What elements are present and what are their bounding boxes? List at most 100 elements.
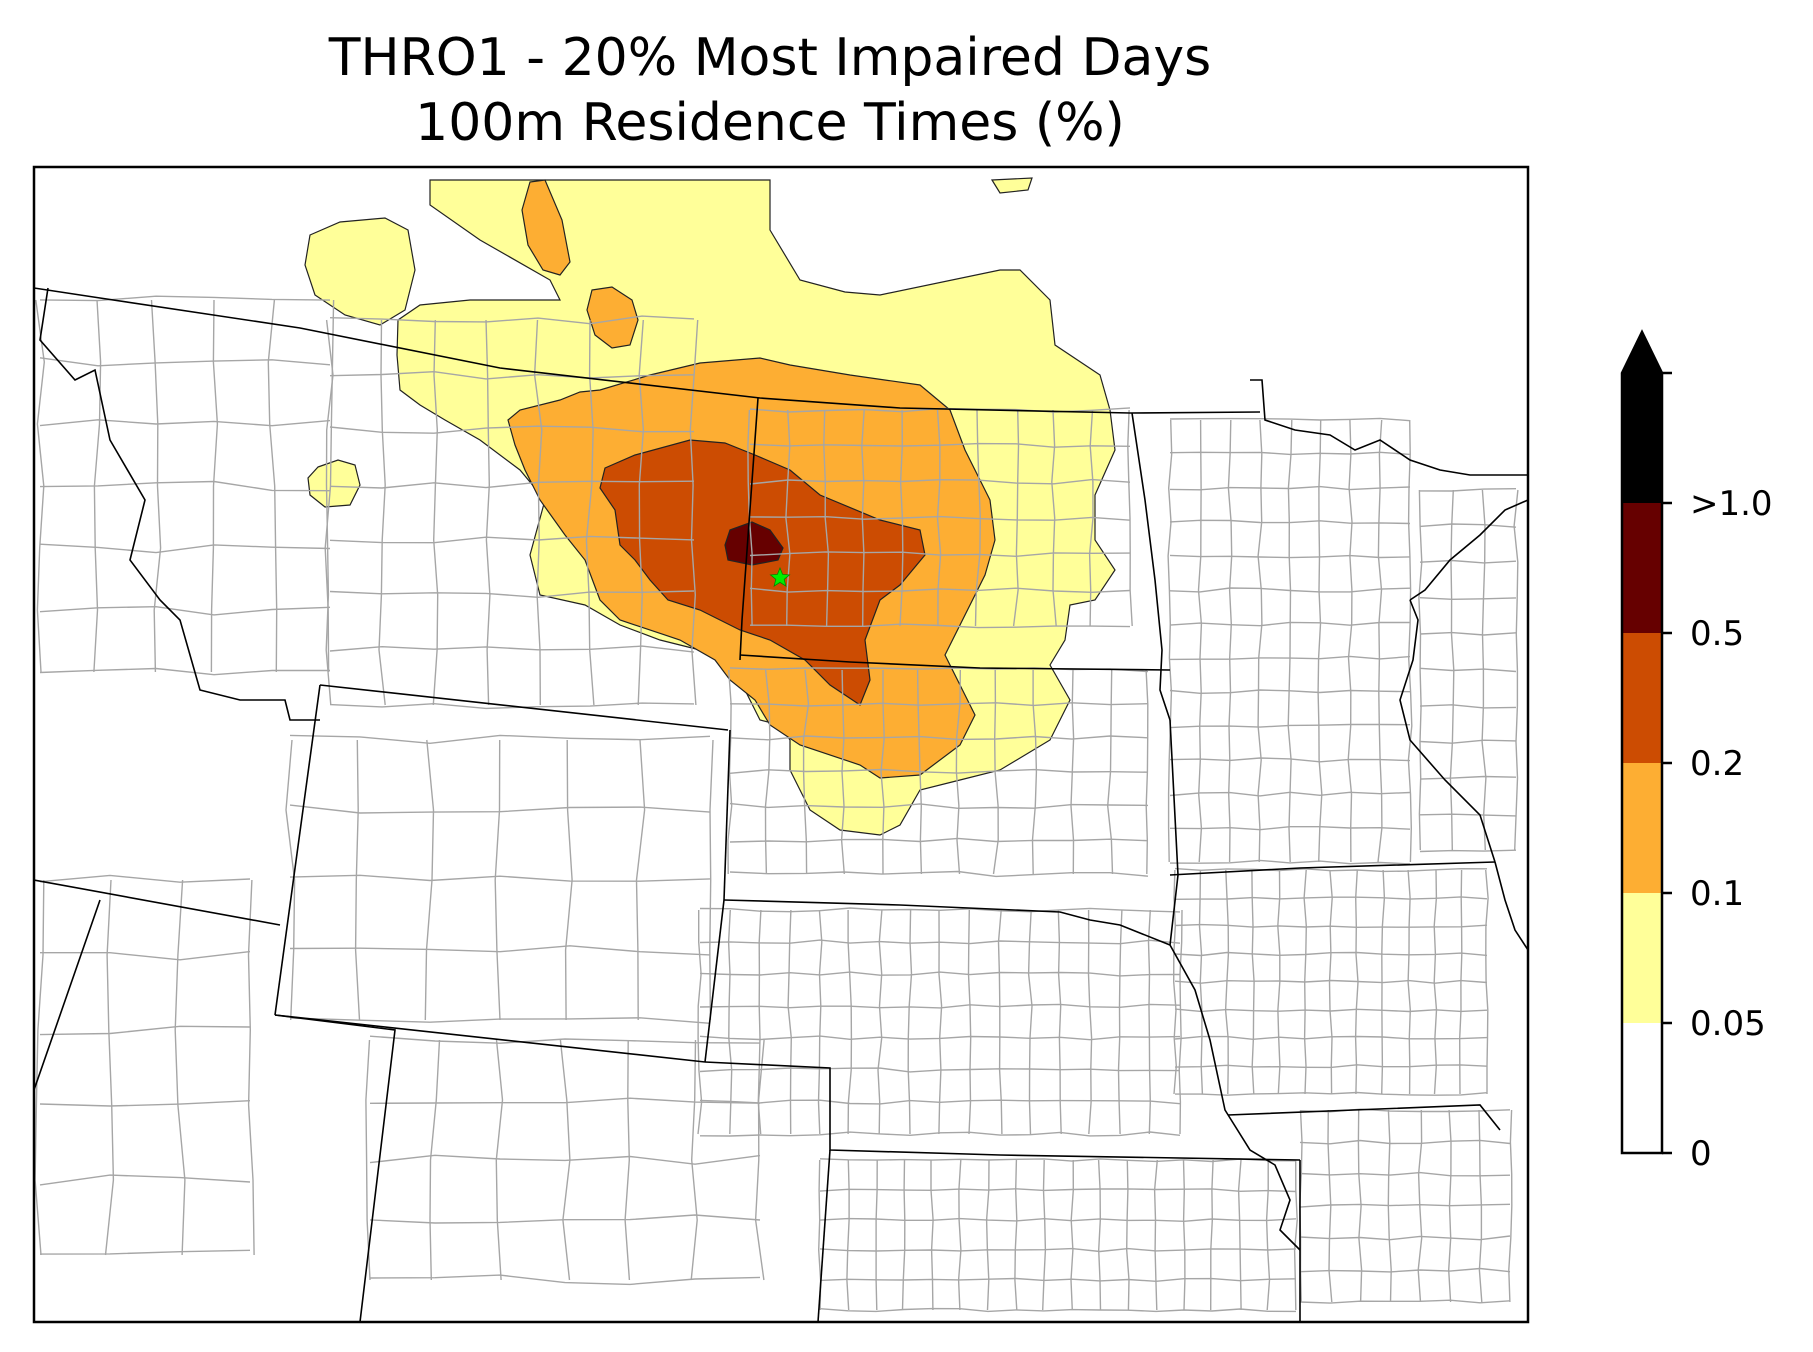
county-line: [699, 1131, 1181, 1137]
mt-wy-border-north: [319, 684, 729, 731]
county-line: [1178, 909, 1183, 1135]
county-line: [1485, 869, 1489, 1094]
county-line: [819, 1158, 1297, 1163]
colorbar-label-05: 0.5: [1690, 614, 1744, 654]
county-line: [699, 939, 1181, 945]
county-line: [1027, 909, 1033, 1135]
county-line: [899, 409, 904, 627]
county-line: [729, 802, 1149, 810]
county-line: [635, 739, 646, 1021]
county-line: [802, 669, 810, 875]
county-line: [819, 1247, 1297, 1253]
county-line: [729, 870, 1149, 878]
county-line: [1117, 909, 1123, 1135]
county-line: [494, 739, 501, 1021]
county-line: [585, 319, 595, 706]
map-frame: [32, 165, 1530, 1324]
county-line: [34, 879, 45, 1256]
county-line: [1153, 1159, 1158, 1311]
county-line: [1042, 1159, 1047, 1311]
county-line: [1198, 869, 1204, 1095]
contour-01-02-north-blob: [521, 179, 571, 276]
county-line: [1419, 849, 1517, 853]
county-line: [1012, 409, 1020, 627]
county-line: [1210, 1159, 1214, 1311]
county-line: [39, 874, 251, 883]
county-line: [1299, 1267, 1511, 1273]
contour-01-02-small-blob: [586, 286, 639, 349]
county-line: [754, 1039, 765, 1281]
map-content: [34, 177, 1528, 1322]
county-line: [847, 910, 853, 1135]
county-line: [729, 768, 1149, 774]
wy-south-border: [274, 1014, 706, 1063]
county-line: [150, 299, 162, 673]
county-line: [247, 879, 255, 1256]
county-line: [957, 1159, 962, 1311]
wy-sd-border: [723, 729, 731, 901]
county-line: [39, 667, 330, 676]
co-ks-border: [817, 1149, 831, 1322]
mn-ia-border: [1169, 861, 1496, 876]
county-line: [764, 669, 771, 875]
county-line: [104, 879, 115, 1256]
county-line: [690, 1039, 698, 1281]
county-line: [1182, 1159, 1186, 1311]
county-line: [750, 623, 1131, 629]
contour-005-01-nw-blob: [304, 217, 416, 326]
mn-canada-border: [1250, 379, 1528, 476]
map-title-line-2: 100m Residence Times (%): [415, 93, 1125, 153]
county-line: [1419, 631, 1517, 636]
county-line: [916, 669, 923, 875]
county-line: [495, 1039, 504, 1281]
id-wy-border: [34, 879, 281, 926]
county-line: [39, 419, 331, 427]
county-line: [1070, 669, 1075, 875]
nd-mn-border: [1131, 412, 1171, 721]
county-line: [699, 1067, 1181, 1073]
county-line: [1419, 775, 1517, 780]
county-line: [289, 874, 711, 882]
county-line: [1407, 869, 1412, 1095]
county-line: [1087, 909, 1093, 1135]
county-line: [564, 739, 573, 1021]
county-line: [210, 299, 219, 673]
county-line: [1287, 419, 1293, 863]
county-line: [1277, 869, 1281, 1095]
county-line: [1508, 1109, 1513, 1303]
county-borders: [34, 295, 1519, 1313]
county-line: [749, 587, 1131, 594]
county-line: [1449, 489, 1455, 851]
mt-nd-border: [739, 397, 759, 661]
county-line: [729, 735, 1149, 741]
colorbar-bin-0-005: [1622, 1023, 1662, 1153]
county-line: [1417, 1109, 1423, 1303]
county-line: [1299, 1139, 1511, 1145]
county-line: [1513, 489, 1519, 851]
id-mt-border: [39, 287, 320, 721]
county-line: [39, 1025, 251, 1036]
county-line: [369, 1274, 761, 1286]
county-line: [1169, 417, 1411, 422]
county-line: [1167, 419, 1173, 863]
county-line: [1147, 909, 1152, 1135]
county-line: [329, 590, 695, 599]
county-line: [1224, 869, 1230, 1095]
county-line: [39, 605, 331, 616]
county-line: [1303, 869, 1308, 1095]
county-line: [624, 1039, 631, 1281]
county-line: [1458, 869, 1463, 1095]
county-line: [93, 299, 102, 673]
colorbar-bin-005-01: [1622, 893, 1662, 1023]
state-borders: [34, 287, 1528, 1322]
county-line: [1419, 523, 1517, 528]
county-line: [1169, 451, 1411, 456]
county-line: [35, 299, 46, 673]
county-line: [1381, 869, 1386, 1095]
county-line: [819, 1188, 1297, 1193]
county-line: [1088, 409, 1094, 627]
county-line: [787, 909, 793, 1135]
county-line: [325, 319, 334, 706]
county-line: [329, 425, 695, 434]
county-line: [329, 535, 695, 544]
